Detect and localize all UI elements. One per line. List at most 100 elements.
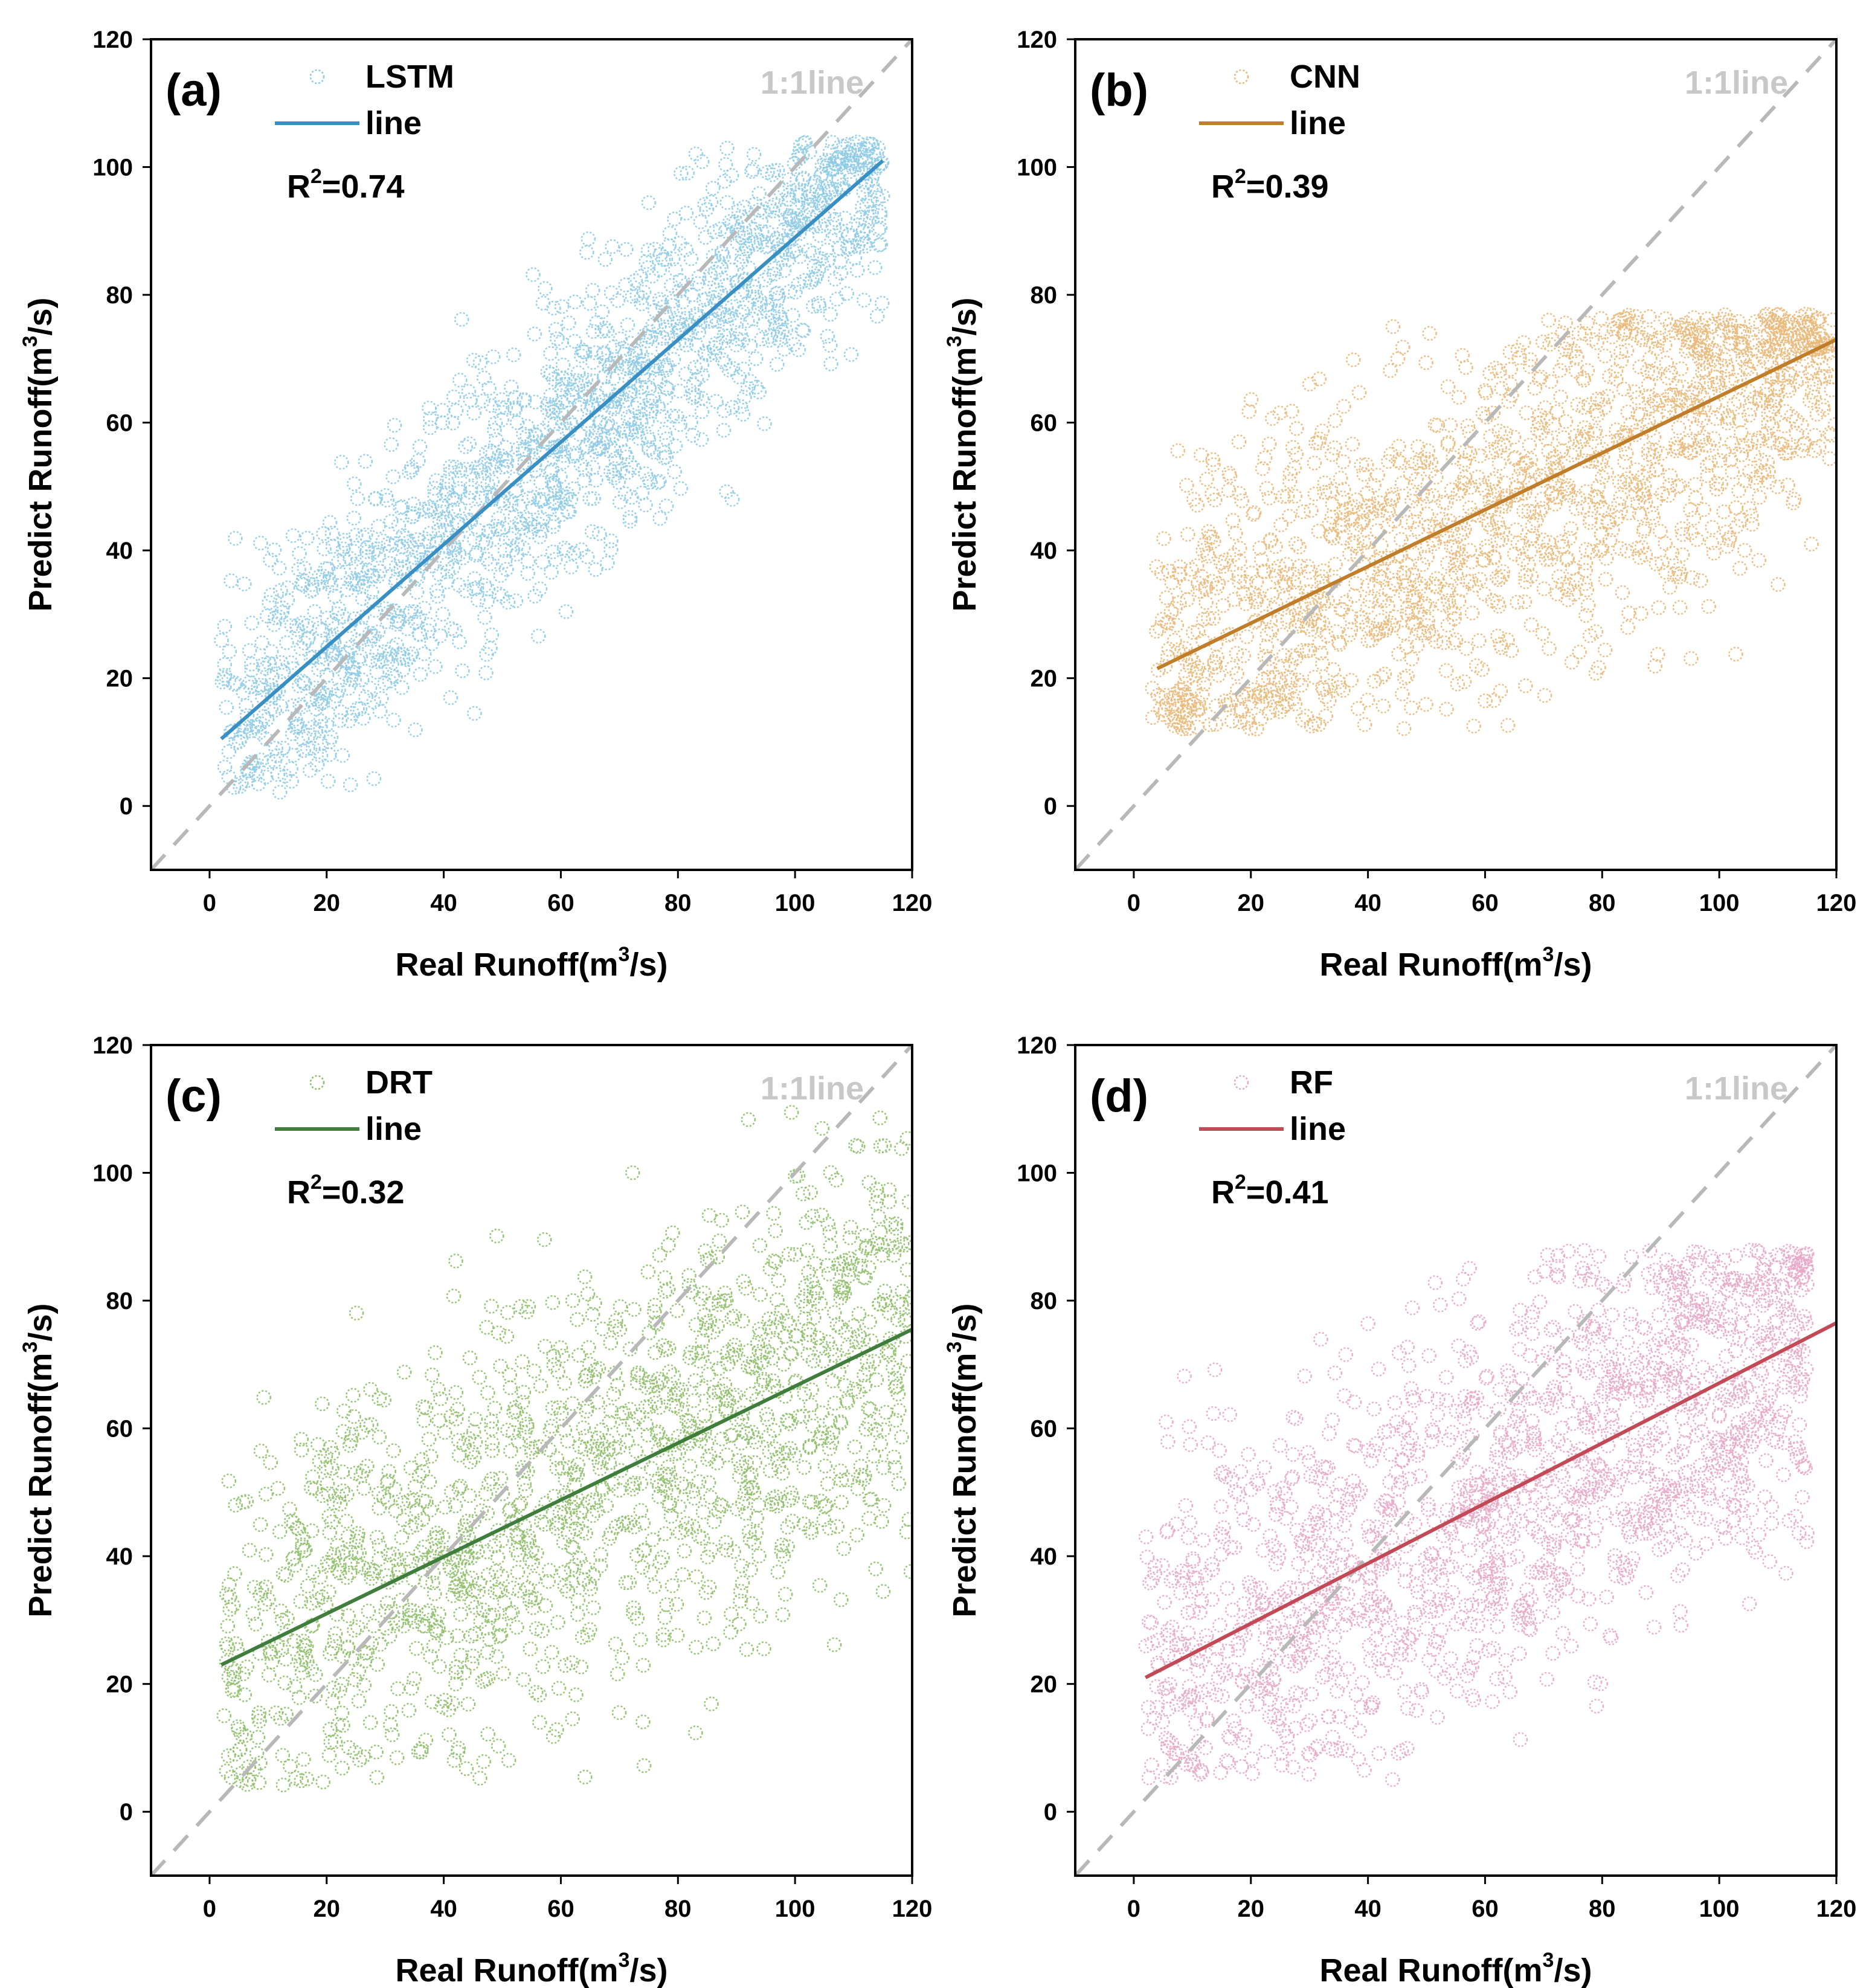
x-tick-label: 80: [664, 890, 692, 916]
data-point: [742, 338, 758, 353]
data-point: [1731, 1375, 1746, 1391]
data-point: [603, 393, 619, 409]
data-point: [249, 767, 265, 782]
data-point: [305, 719, 321, 735]
data-point: [1312, 431, 1327, 446]
data-point: [507, 390, 523, 405]
data-point: [267, 610, 283, 626]
data-point: [628, 400, 643, 416]
data-point: [1410, 1448, 1426, 1463]
data-point: [1353, 517, 1368, 532]
data-point: [839, 1472, 854, 1487]
data-point: [1759, 355, 1775, 370]
data-point: [593, 1547, 608, 1562]
data-point: [666, 1368, 681, 1383]
data-point: [1342, 627, 1357, 643]
data-point: [463, 514, 478, 530]
data-point: [499, 1329, 515, 1344]
data-point: [1142, 1575, 1157, 1591]
data-point: [887, 1371, 903, 1386]
data-point: [519, 1464, 535, 1479]
data-point: [570, 1592, 586, 1608]
data-point: [1583, 1272, 1598, 1287]
data-point: [1182, 1679, 1197, 1694]
data-point: [674, 1402, 689, 1418]
data-point: [494, 412, 510, 428]
data-point: [1462, 1661, 1477, 1676]
data-point: [1340, 1492, 1355, 1507]
data-point: [1167, 632, 1182, 648]
data-point: [238, 719, 253, 735]
data-point: [808, 271, 823, 286]
data-point: [462, 512, 477, 528]
data-point: [220, 1639, 236, 1655]
data-point: [829, 151, 845, 167]
data-point: [724, 1311, 739, 1326]
data-point: [745, 162, 761, 177]
fit-line: [220, 1327, 913, 1667]
data-point: [1684, 651, 1699, 666]
data-point: [1630, 390, 1645, 405]
data-point: [519, 1417, 535, 1432]
data-point: [672, 311, 687, 326]
data-point: [344, 1427, 359, 1443]
data-point: [834, 1592, 849, 1607]
data-point: [509, 1528, 525, 1543]
data-point: [1600, 1426, 1616, 1442]
data-point: [1662, 579, 1677, 595]
data-point: [1299, 709, 1314, 724]
data-point: [655, 300, 671, 315]
data-point: [1280, 1697, 1295, 1713]
data-point: [1607, 1467, 1623, 1482]
data-point: [1272, 1542, 1287, 1558]
data-point: [1449, 552, 1465, 567]
data-point: [674, 1382, 689, 1397]
data-point: [1478, 1566, 1493, 1581]
data-point: [1671, 420, 1687, 436]
data-point: [1205, 1592, 1220, 1607]
data-point: [252, 725, 267, 740]
data-point: [448, 1665, 464, 1680]
data-point: [1313, 645, 1328, 661]
data-point: [1234, 1500, 1249, 1515]
data-point: [349, 1545, 364, 1561]
data-point: [318, 561, 333, 576]
data-point: [768, 1310, 784, 1326]
data-point: [1435, 597, 1450, 613]
data-point: [1743, 1389, 1759, 1404]
data-point: [1427, 417, 1443, 433]
data-point: [643, 398, 659, 414]
data-point: [582, 1622, 597, 1637]
data-point: [1246, 585, 1261, 601]
data-point: [655, 408, 670, 424]
data-point: [790, 1168, 806, 1183]
data-point: [1700, 311, 1715, 327]
data-point: [493, 1471, 509, 1486]
data-point: [1194, 569, 1209, 584]
data-point: [1539, 1473, 1554, 1488]
data-point: [469, 545, 484, 561]
data-point: [233, 1766, 249, 1781]
data-point: [515, 540, 531, 556]
data-point: [1191, 660, 1206, 675]
data-point: [1674, 1444, 1690, 1459]
data-point: [661, 238, 677, 253]
data-point: [708, 336, 724, 352]
data-point: [1503, 376, 1518, 392]
data-point: [622, 1514, 637, 1530]
data-point: [1244, 1751, 1259, 1766]
data-point: [478, 445, 494, 460]
data-point: [1558, 1502, 1574, 1517]
data-point: [549, 1461, 565, 1476]
data-point: [1560, 582, 1575, 597]
data-point: [1409, 501, 1424, 516]
data-point: [395, 651, 411, 666]
data-point: [262, 595, 277, 610]
data-point: [665, 251, 681, 267]
data-point: [503, 1380, 518, 1395]
data-point: [1569, 364, 1584, 379]
data-point: [300, 741, 315, 756]
data-point: [315, 685, 331, 701]
data-point: [1317, 1554, 1333, 1569]
